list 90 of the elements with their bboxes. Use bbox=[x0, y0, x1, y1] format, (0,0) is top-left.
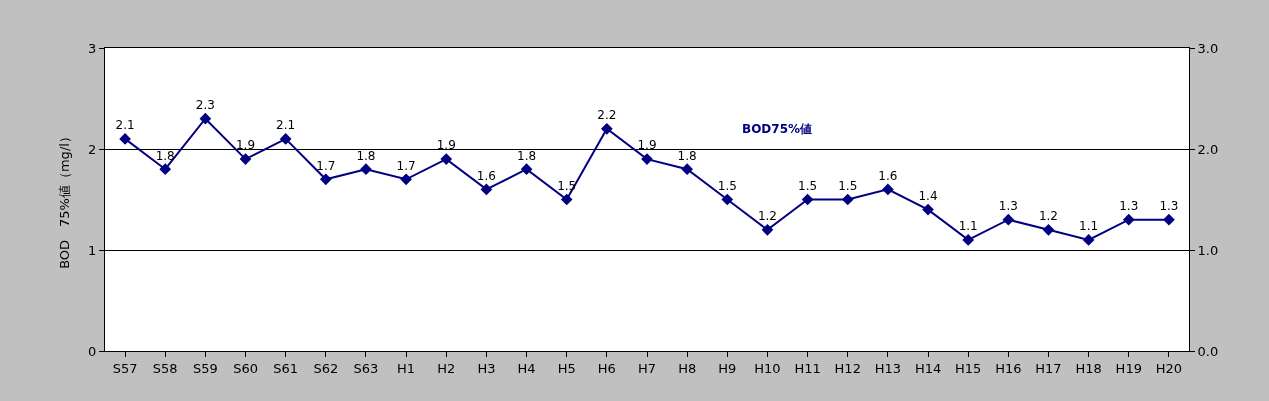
point bbox=[239, 153, 252, 165]
data-label: 1.7 bbox=[396, 158, 416, 173]
data-label: 1.9 bbox=[436, 138, 456, 153]
data-label: 1.2 bbox=[757, 209, 777, 224]
data-label: 1.9 bbox=[637, 138, 657, 153]
data-label: 1.2 bbox=[1038, 209, 1059, 224]
data-label: 1.7 bbox=[316, 158, 336, 173]
y-tick-label: 3 bbox=[88, 40, 97, 56]
point bbox=[922, 203, 934, 216]
x-tick-label: S57 bbox=[112, 360, 138, 376]
point bbox=[1042, 223, 1055, 236]
x-tick-label: H17 bbox=[1035, 360, 1062, 376]
data-label: 1.8 bbox=[517, 148, 537, 163]
data-label: 1.4 bbox=[918, 188, 938, 203]
text: BOD75%値 bbox=[742, 122, 813, 136]
y2-tick-label: 2.0 bbox=[1197, 141, 1219, 157]
x-tick-label: H8 bbox=[678, 360, 697, 376]
x-tick-label: S62 bbox=[313, 360, 339, 376]
x-tick-label: H12 bbox=[834, 360, 861, 376]
x-tick-label: H16 bbox=[995, 360, 1022, 376]
data-label: 2.1 bbox=[276, 118, 296, 133]
y2-tick-label: 0.0 bbox=[1197, 343, 1219, 359]
y2-tick-label: 1.0 bbox=[1197, 242, 1219, 258]
data-label: 1.6 bbox=[476, 168, 496, 183]
point bbox=[1002, 213, 1015, 226]
y-tick-label: 2 bbox=[88, 141, 97, 157]
x-tick-label: H11 bbox=[794, 360, 821, 376]
point bbox=[681, 163, 693, 176]
data-label: 1.8 bbox=[677, 148, 697, 163]
data-label: 2.1 bbox=[115, 118, 135, 133]
data-label: 2.2 bbox=[597, 108, 617, 123]
data-label: 1.3 bbox=[1159, 199, 1179, 214]
point bbox=[882, 183, 894, 196]
x-tick-label: H6 bbox=[597, 360, 616, 376]
x-tick-label: S61 bbox=[273, 360, 299, 376]
x-tick-label: H18 bbox=[1075, 360, 1102, 376]
point bbox=[119, 133, 131, 145]
point bbox=[841, 193, 854, 206]
point bbox=[159, 163, 172, 176]
data-label: 1.3 bbox=[1119, 199, 1139, 214]
x-tick-label: H15 bbox=[955, 360, 982, 376]
point bbox=[560, 193, 573, 206]
x-tick-label: H10 bbox=[754, 360, 781, 376]
x-tick-label: S60 bbox=[233, 360, 258, 376]
point bbox=[962, 234, 975, 246]
point bbox=[1122, 213, 1135, 226]
x-tick-label: H5 bbox=[557, 360, 576, 376]
x-tick-label: H3 bbox=[477, 360, 496, 376]
data-label: 1.3 bbox=[998, 199, 1018, 214]
data-label: 1.8 bbox=[356, 148, 376, 163]
x-tick-label: H19 bbox=[1115, 360, 1142, 376]
point bbox=[520, 163, 533, 176]
point bbox=[721, 193, 734, 206]
x-tick-label: H9 bbox=[718, 360, 737, 376]
y-tick-label: 0 bbox=[88, 343, 97, 359]
data-label: 1.1 bbox=[1079, 219, 1099, 234]
point bbox=[1082, 234, 1095, 246]
y-axis-title: BOD 75%値（mg/l） bbox=[57, 130, 73, 269]
point bbox=[440, 153, 453, 165]
data-label: 1.6 bbox=[878, 168, 898, 183]
x-tick-label: H20 bbox=[1155, 360, 1183, 376]
data-label: 2.3 bbox=[195, 98, 215, 113]
data-label: 1.5 bbox=[838, 178, 858, 193]
x-tick-label: H13 bbox=[874, 360, 902, 376]
point bbox=[279, 133, 292, 145]
point bbox=[199, 112, 212, 125]
y-tick-label: 1 bbox=[88, 242, 97, 258]
point bbox=[319, 173, 332, 186]
data-label: 1.8 bbox=[155, 148, 175, 163]
data-label: 1.5 bbox=[798, 178, 818, 193]
point bbox=[480, 183, 493, 196]
point bbox=[400, 173, 412, 186]
x-tick-label: S58 bbox=[152, 360, 178, 376]
data-label: 1.5 bbox=[557, 178, 577, 193]
x-tick-label: S59 bbox=[192, 360, 218, 376]
point bbox=[1163, 213, 1175, 226]
point bbox=[801, 193, 814, 206]
x-tick-label: H7 bbox=[637, 360, 657, 376]
y2-tick-label: 3.0 bbox=[1197, 40, 1219, 56]
x-tick-label: H2 bbox=[437, 360, 456, 376]
data-label: 1.9 bbox=[235, 138, 256, 153]
x-tick-label: H14 bbox=[914, 360, 942, 376]
x-tick-label: H4 bbox=[517, 360, 536, 376]
point bbox=[360, 163, 372, 176]
data-label: 1.1 bbox=[958, 219, 978, 234]
point bbox=[601, 122, 613, 135]
point bbox=[761, 223, 774, 236]
x-tick-label: S63 bbox=[353, 360, 379, 376]
x-tick-label: H1 bbox=[397, 360, 416, 376]
data-label: 1.5 bbox=[717, 178, 737, 193]
